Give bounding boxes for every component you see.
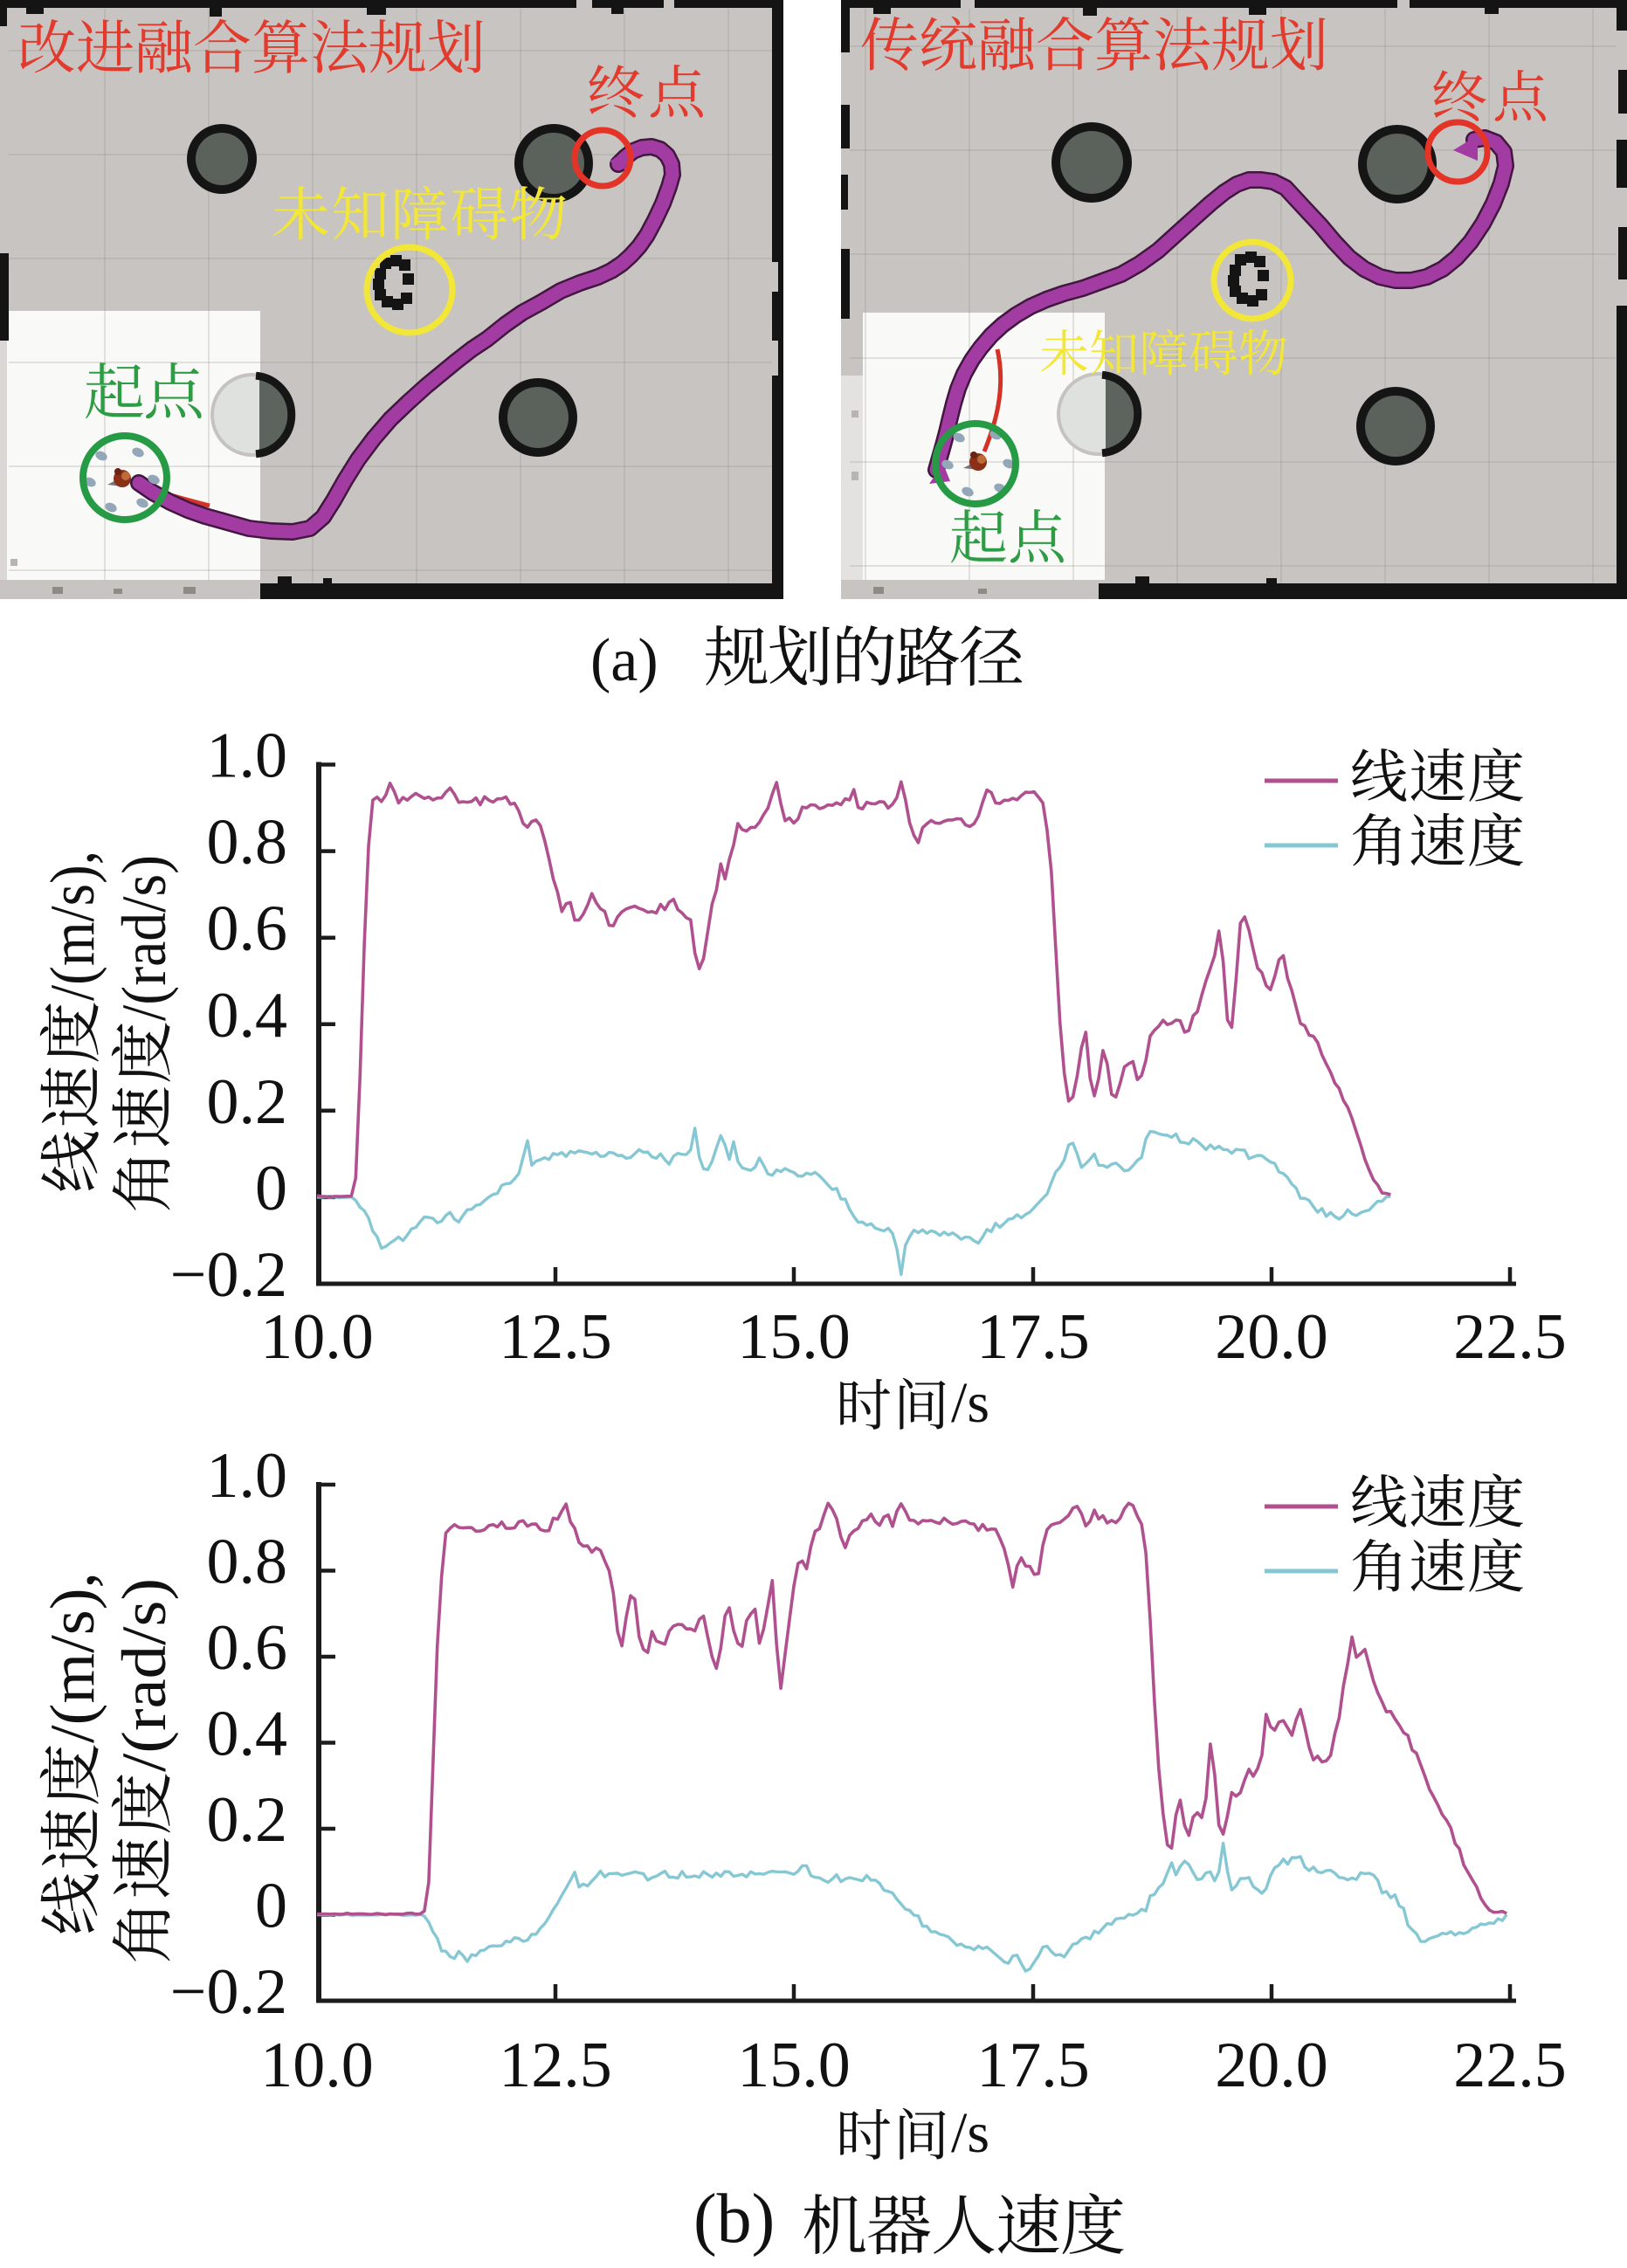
svg-text:0.4: 0.4 [207, 980, 288, 1051]
svg-text:15.0: 15.0 [737, 1301, 851, 1373]
svg-text:/(rad/s): /(rad/s) [109, 855, 179, 1021]
svg-text:/(m/s),: /(m/s), [38, 851, 107, 1001]
svg-text:12.5: 12.5 [499, 2030, 612, 2101]
svg-text:22.5: 22.5 [1453, 2030, 1567, 2101]
svg-text:/s: /s [951, 1371, 989, 1435]
svg-text:22.5: 22.5 [1453, 1301, 1567, 1373]
svg-text:−0.2: −0.2 [170, 1956, 287, 2028]
svg-text:20.0: 20.0 [1215, 2030, 1328, 2101]
svg-text:0.4: 0.4 [207, 1699, 288, 1770]
svg-text:−0.2: −0.2 [170, 1239, 287, 1311]
svg-text:1.0: 1.0 [207, 720, 288, 792]
svg-text:0.8: 0.8 [207, 1527, 288, 1598]
svg-text:1.0: 1.0 [207, 1440, 288, 1512]
svg-text:10.0: 10.0 [260, 2030, 374, 2101]
svg-text:/(m/s),: /(m/s), [38, 1572, 107, 1743]
svg-text:0.2: 0.2 [207, 1066, 288, 1138]
svg-text:0: 0 [255, 1871, 287, 1942]
svg-text:17.5: 17.5 [976, 1301, 1090, 1373]
svg-text:(b): (b) [693, 2181, 775, 2258]
svg-text:(a): (a) [590, 627, 658, 694]
svg-text:0: 0 [255, 1153, 287, 1224]
svg-text:12.5: 12.5 [499, 1301, 612, 1373]
svg-text:0.8: 0.8 [207, 807, 288, 879]
svg-text:17.5: 17.5 [976, 2030, 1090, 2101]
svg-text:0.2: 0.2 [207, 1784, 288, 1856]
svg-text:10.0: 10.0 [260, 1301, 374, 1373]
svg-text:0.6: 0.6 [207, 893, 288, 965]
svg-text:15.0: 15.0 [737, 2030, 851, 2101]
svg-text:/s: /s [951, 2101, 989, 2165]
svg-text:20.0: 20.0 [1215, 1301, 1328, 1373]
svg-text:/(rad/s): /(rad/s) [109, 1578, 179, 1772]
svg-text:0.6: 0.6 [207, 1612, 288, 1684]
